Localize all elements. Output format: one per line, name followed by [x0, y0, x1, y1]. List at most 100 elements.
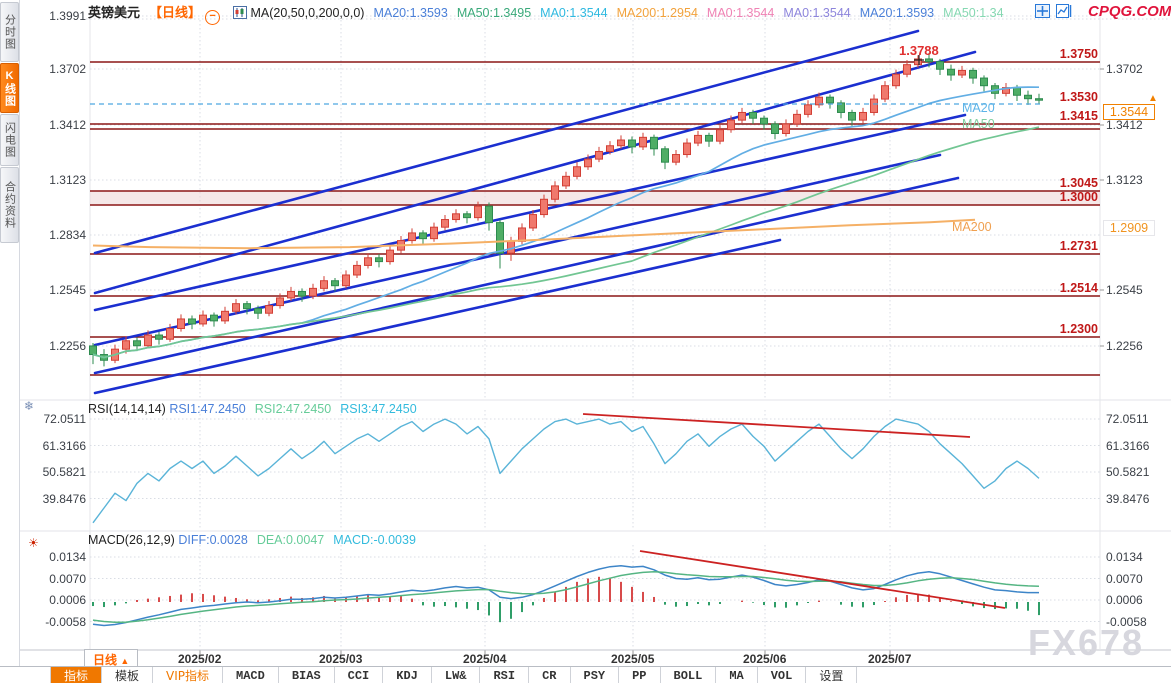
fullscreen-icon[interactable] — [1035, 4, 1051, 18]
candle[interactable] — [617, 135, 625, 149]
candle[interactable] — [89, 343, 97, 365]
candle[interactable] — [386, 245, 394, 265]
sidebar-item-1[interactable]: 分时图 — [0, 2, 19, 62]
candle[interactable] — [1035, 93, 1043, 105]
candle[interactable] — [749, 109, 757, 124]
candle[interactable] — [375, 253, 383, 268]
candle[interactable] — [540, 194, 548, 218]
kline-icon[interactable] — [233, 6, 248, 19]
candle[interactable] — [958, 65, 966, 79]
candle[interactable] — [826, 94, 834, 109]
candle[interactable] — [177, 314, 185, 332]
candle[interactable] — [551, 181, 559, 203]
candle[interactable] — [694, 130, 702, 147]
candle[interactable] — [276, 293, 284, 309]
sidebar-item-3[interactable]: 闪电图 — [0, 114, 19, 166]
toolbar-button-BIAS[interactable]: BIAS — [279, 667, 335, 683]
candle[interactable] — [265, 300, 273, 317]
macd-title[interactable]: MACD(26,12,9) — [88, 533, 175, 547]
candle[interactable] — [881, 81, 889, 103]
candle[interactable] — [144, 330, 152, 349]
candle[interactable] — [320, 276, 328, 292]
candle[interactable] — [441, 214, 449, 231]
candle[interactable] — [463, 211, 471, 224]
toolbar-button-KDJ[interactable]: KDJ — [383, 667, 432, 683]
rsi-pane-icon[interactable]: ❄ — [24, 399, 35, 413]
candle[interactable] — [793, 109, 801, 127]
candle[interactable] — [254, 305, 262, 319]
toolbar-button-CR[interactable]: CR — [529, 667, 571, 683]
candle[interactable] — [650, 134, 658, 156]
candle[interactable] — [573, 162, 581, 180]
candle[interactable] — [529, 209, 537, 232]
candle[interactable] — [727, 115, 735, 133]
candle[interactable] — [672, 149, 680, 166]
candle[interactable] — [782, 119, 790, 137]
candle[interactable] — [133, 337, 141, 352]
candle[interactable] — [815, 92, 823, 108]
candle[interactable] — [155, 331, 163, 345]
candle[interactable] — [639, 132, 647, 150]
candle[interactable] — [452, 209, 460, 223]
candle[interactable] — [595, 146, 603, 163]
candle[interactable] — [936, 58, 944, 75]
macd-pane-icon[interactable]: ☀ — [28, 536, 39, 550]
candle[interactable] — [287, 286, 295, 301]
candle[interactable] — [628, 136, 636, 154]
candle[interactable] — [243, 300, 251, 315]
candle[interactable] — [210, 312, 218, 327]
toolbar-button-设置[interactable]: 设置 — [806, 667, 858, 683]
candle[interactable] — [1002, 83, 1010, 97]
toolbar-button-VOL[interactable]: VOL — [758, 667, 807, 683]
toolbar-button-CCI[interactable]: CCI — [335, 667, 384, 683]
candle[interactable] — [947, 64, 955, 81]
candle[interactable] — [738, 107, 746, 124]
candle[interactable] — [408, 228, 416, 244]
candle[interactable] — [606, 141, 614, 155]
candle[interactable] — [419, 230, 427, 245]
candle[interactable] — [232, 299, 240, 315]
candle[interactable] — [892, 69, 900, 89]
candle[interactable] — [980, 75, 988, 92]
candle[interactable] — [804, 100, 812, 118]
candle[interactable] — [969, 67, 977, 84]
toolbar-button-PP[interactable]: PP — [619, 667, 661, 683]
candle[interactable] — [342, 270, 350, 289]
toolbar-button-RSI[interactable]: RSI — [480, 667, 530, 683]
candle[interactable] — [760, 115, 768, 130]
candle[interactable] — [353, 260, 361, 279]
candle[interactable] — [848, 109, 856, 126]
candle[interactable] — [562, 171, 570, 189]
candle[interactable] — [430, 222, 438, 242]
sidebar-item-4[interactable]: 合约资料 — [0, 167, 19, 243]
site-logo[interactable]: CPQG.COM — [1088, 3, 1171, 20]
candle[interactable] — [661, 146, 669, 170]
candle[interactable] — [331, 278, 339, 292]
toolbar-button-指标[interactable]: 指标 — [51, 667, 103, 683]
candle[interactable] — [903, 60, 911, 78]
candle[interactable] — [870, 94, 878, 116]
candle[interactable] — [221, 306, 229, 324]
toolbar-button-VIP指标[interactable]: VIP指标 — [153, 667, 224, 683]
candle[interactable] — [166, 323, 174, 342]
candle[interactable] — [837, 100, 845, 119]
candle[interactable] — [474, 201, 482, 221]
candle[interactable] — [859, 107, 867, 124]
candle[interactable] — [298, 288, 306, 302]
toolbar-button-PSY[interactable]: PSY — [571, 667, 620, 683]
candle[interactable] — [1024, 90, 1032, 105]
candle[interactable] — [925, 52, 933, 68]
candle[interactable] — [364, 253, 372, 269]
sidebar-item-2[interactable]: K线图 — [0, 63, 19, 113]
candle[interactable] — [199, 310, 207, 327]
chart-window-icon[interactable] — [1056, 4, 1072, 18]
rsi-title[interactable]: RSI(14,14,14) — [88, 402, 166, 416]
ma-settings-label[interactable]: MA(20,50,0,200,0,0) — [250, 6, 365, 20]
collapse-icon[interactable]: − — [205, 10, 221, 25]
toolbar-button-LW&[interactable]: LW& — [432, 667, 481, 683]
candle[interactable] — [188, 315, 196, 330]
candle[interactable] — [309, 283, 317, 300]
toolbar-button-MACD[interactable]: MACD — [223, 667, 279, 683]
candle[interactable] — [683, 138, 691, 158]
